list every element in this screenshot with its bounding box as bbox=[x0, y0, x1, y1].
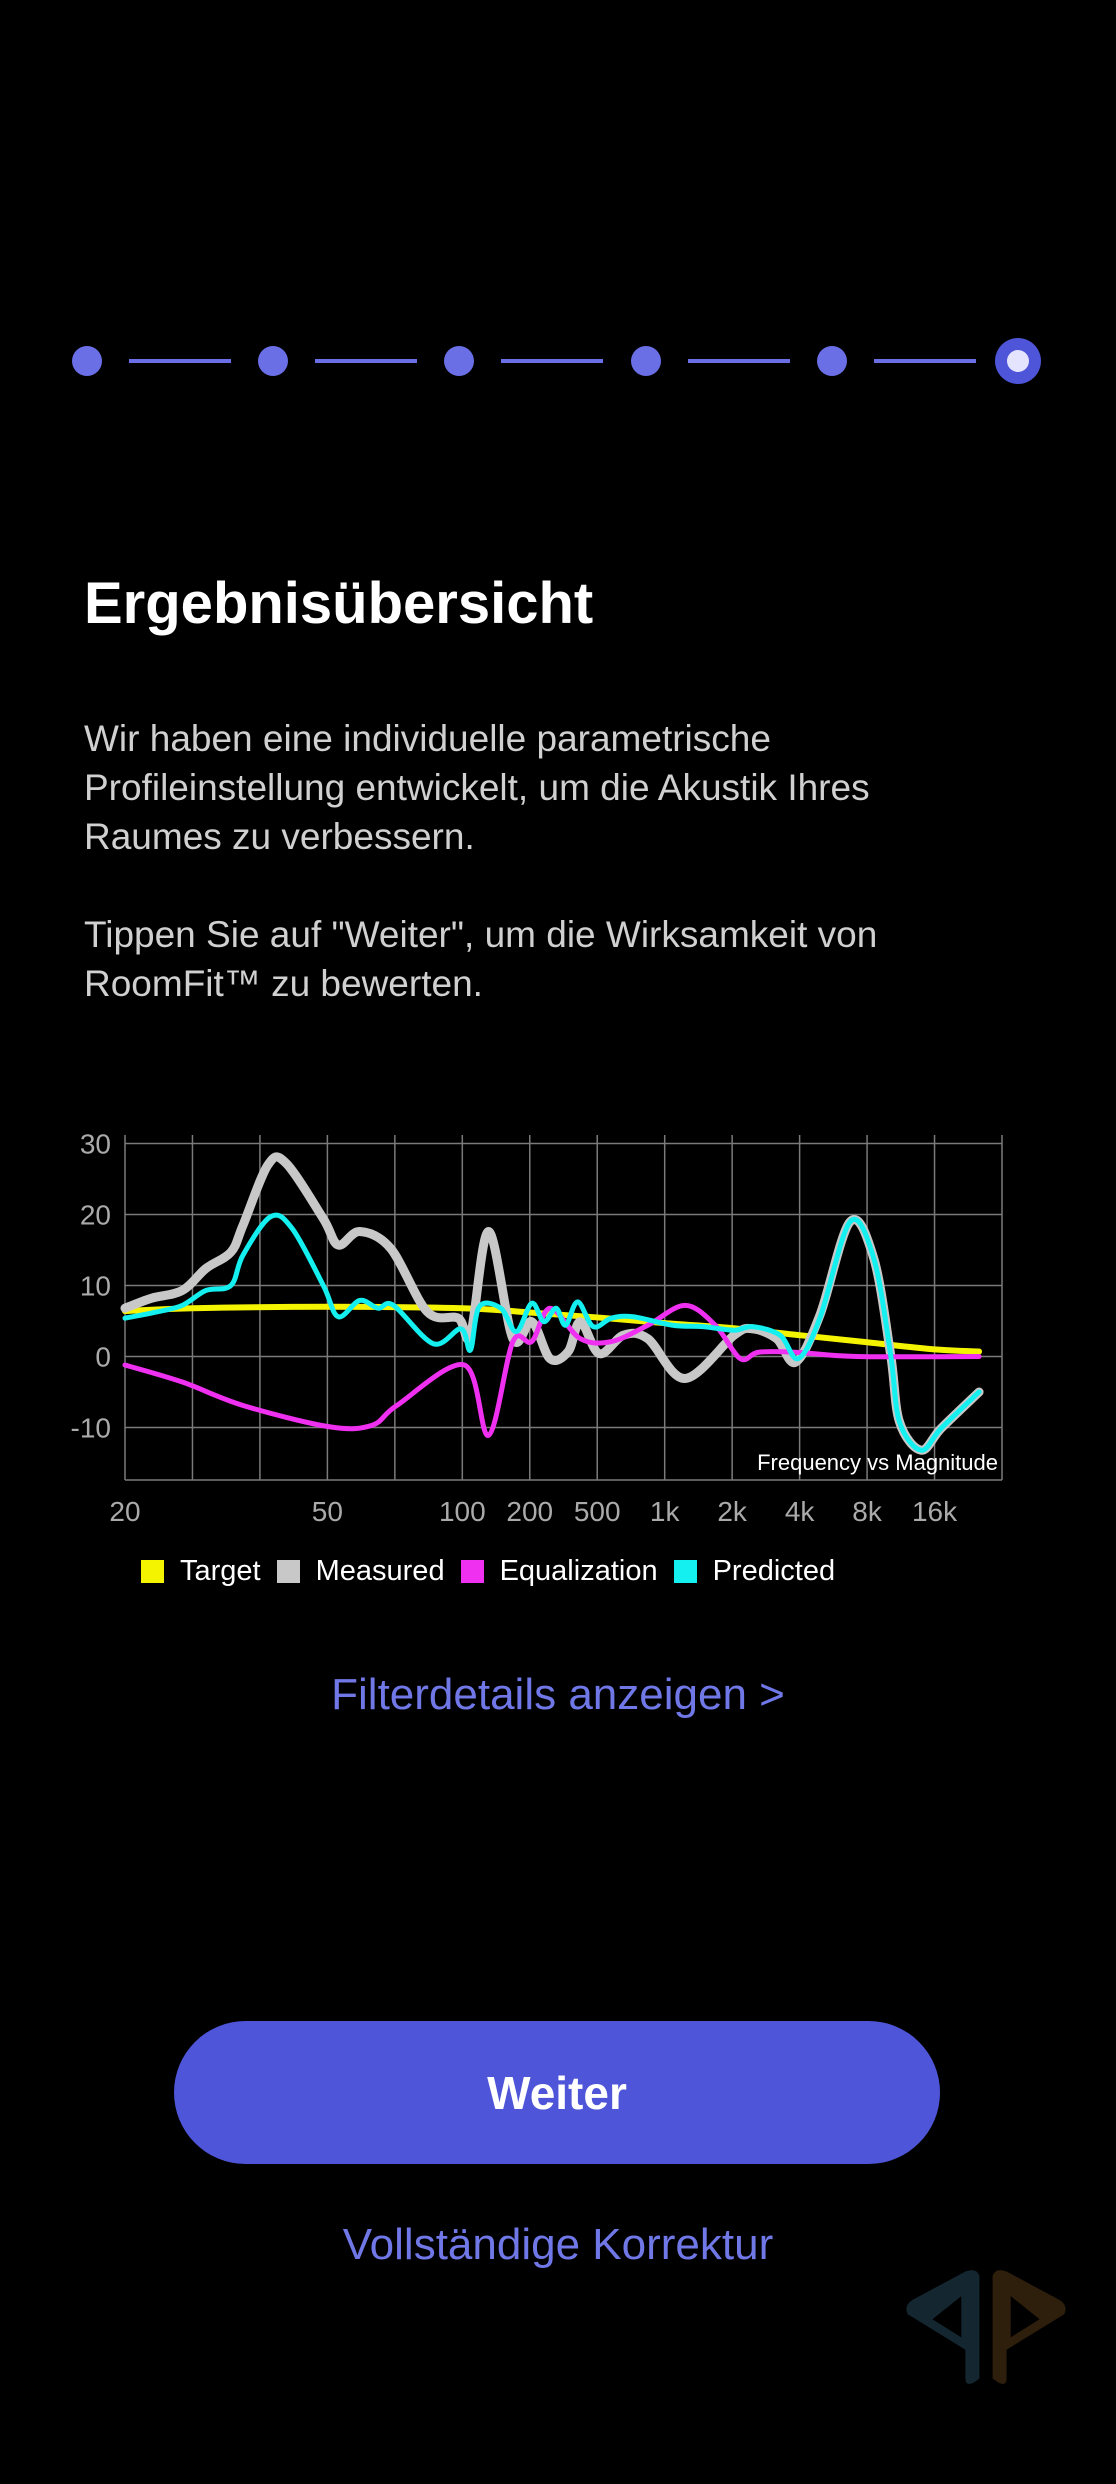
legend-swatch bbox=[673, 1560, 697, 1583]
series-line-target bbox=[122, 1303, 983, 1355]
legend-label: Predicted bbox=[712, 1555, 836, 1587]
filter-details-link[interactable]: Filterdetails anzeigen > bbox=[331, 1670, 785, 1719]
legend-label: Measured bbox=[315, 1555, 445, 1587]
x-tick-label: 1k bbox=[650, 1496, 681, 1527]
legend-swatch bbox=[276, 1560, 300, 1583]
x-tick-label: 20 bbox=[109, 1496, 140, 1527]
legend-label: Target bbox=[180, 1555, 261, 1587]
chart-title: Frequency vs Magnitude bbox=[757, 1450, 998, 1475]
page-title: Ergebnisübersicht bbox=[84, 571, 594, 636]
step-dot-completed bbox=[630, 346, 661, 376]
legend-item-target: Target bbox=[141, 1555, 261, 1588]
legend-swatch bbox=[460, 1560, 484, 1583]
step-connector bbox=[315, 359, 418, 363]
x-tick-label: 8k bbox=[852, 1496, 883, 1527]
watermark-logo bbox=[906, 2270, 1066, 2385]
x-tick-label: 500 bbox=[574, 1496, 621, 1527]
full-correction-link[interactable]: Vollständige Korrektur bbox=[342, 2220, 774, 2269]
chart-legend: Target Measured Equalization Predicted bbox=[141, 1555, 851, 1588]
y-tick-label: 20 bbox=[80, 1200, 111, 1231]
step-connector bbox=[687, 359, 790, 363]
text-line: Profileinstellung entwickelt, um die Aku… bbox=[84, 767, 870, 808]
step-dot-current bbox=[995, 338, 1041, 384]
y-tick-label: 10 bbox=[80, 1270, 111, 1301]
x-tick-label: 2k bbox=[717, 1496, 748, 1527]
step-dot-completed bbox=[72, 346, 102, 376]
text-line: Raumes zu verbessern. bbox=[84, 816, 475, 857]
instruction-paragraph: Tippen Sie auf "Weiter", um die Wirksamk… bbox=[84, 910, 1044, 1008]
x-tick-label: 16k bbox=[912, 1496, 958, 1527]
x-tick-label: 200 bbox=[506, 1496, 553, 1527]
y-tick-label: 0 bbox=[95, 1341, 111, 1372]
series-line-equalization bbox=[122, 1302, 982, 1438]
next-button[interactable]: Weiter bbox=[174, 2021, 940, 2164]
x-tick-label: 4k bbox=[785, 1496, 816, 1527]
step-connector bbox=[501, 359, 604, 363]
legend-label: Equalization bbox=[499, 1555, 658, 1587]
legend-item-predicted: Predicted bbox=[673, 1555, 836, 1588]
text-line: RoomFit™ zu bewerten. bbox=[84, 963, 483, 1004]
x-tick-label: 100 bbox=[439, 1496, 486, 1527]
text-line: Wir haben eine individuelle parametrisch… bbox=[84, 718, 771, 759]
legend-item-measured: Measured bbox=[276, 1555, 445, 1588]
series-line-predicted bbox=[122, 1212, 982, 1453]
step-connector bbox=[873, 359, 976, 363]
legend-item-equalization: Equalization bbox=[460, 1555, 658, 1588]
x-tick-label: 50 bbox=[312, 1496, 343, 1527]
step-connector bbox=[129, 359, 231, 363]
step-dot-completed bbox=[816, 346, 847, 376]
step-dot-completed bbox=[258, 346, 289, 376]
legend-swatch bbox=[141, 1560, 164, 1583]
y-tick-label: 30 bbox=[80, 1129, 111, 1160]
step-dot-completed bbox=[444, 346, 475, 376]
text-line: Tippen Sie auf "Weiter", um die Wirksamk… bbox=[84, 914, 878, 955]
description-paragraph: Wir haben eine individuelle parametrisch… bbox=[84, 714, 1044, 861]
y-tick-label: -10 bbox=[71, 1412, 111, 1443]
